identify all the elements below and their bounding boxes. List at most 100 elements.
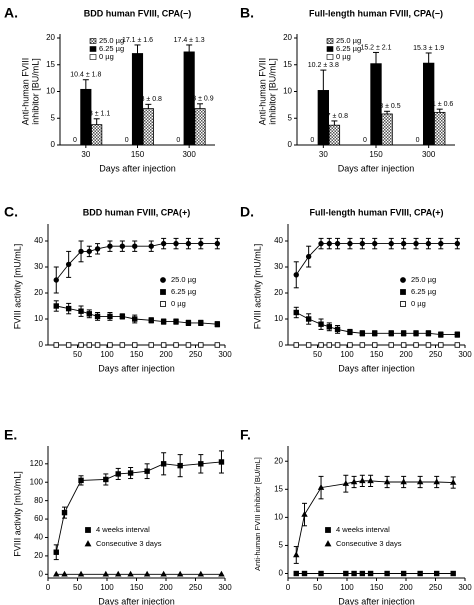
data-point [425, 330, 432, 336]
bar [183, 51, 195, 146]
x-tick-label: 300 [218, 583, 232, 592]
data-point [65, 261, 72, 268]
y-tick-label: 20 [46, 33, 55, 42]
data-point [350, 478, 358, 485]
x-axis-label: Days after injection [338, 596, 415, 605]
data-point [305, 253, 312, 260]
x-tick-label: 0 [46, 583, 51, 592]
data-point [438, 331, 444, 338]
value-label: 0 [416, 137, 420, 144]
x-tick-label: 100 [100, 350, 114, 359]
data-point [359, 570, 366, 577]
data-point [318, 570, 324, 577]
series-line [295, 480, 454, 556]
data-point [359, 240, 366, 247]
data-point [372, 330, 378, 336]
data-point [425, 240, 432, 247]
data-point [119, 243, 126, 249]
legend-marker [160, 301, 166, 307]
value-label: 0 [310, 137, 314, 144]
y-axis-label: Anti-human FVIII inhibitor [BU/mL] [253, 457, 262, 571]
value-label: 10.2 ± 3.8 [308, 62, 339, 69]
x-tick-label: 150 [131, 150, 145, 159]
data-point [359, 477, 366, 484]
value-label: 0 [73, 137, 77, 144]
data-point [177, 462, 183, 469]
data-point [318, 342, 324, 348]
data-point [326, 240, 332, 247]
legend-swatch [326, 54, 334, 60]
data-point [198, 461, 204, 467]
data-point [61, 570, 68, 577]
data-point [132, 316, 138, 322]
data-point [367, 477, 374, 484]
data-point [293, 272, 299, 278]
legend-label: Consecutive 3 days [96, 539, 162, 548]
bar [434, 111, 446, 146]
data-point [372, 240, 378, 247]
data-point [173, 240, 179, 247]
data-point [417, 570, 423, 577]
data-point [107, 243, 113, 249]
data-point [359, 330, 366, 336]
x-tick-label: 150 [130, 350, 144, 359]
data-point [102, 570, 110, 577]
x-axis-label: Days after injection [98, 363, 175, 373]
data-point [53, 277, 59, 283]
x-tick-label: 50 [313, 350, 322, 359]
legend-marker [400, 277, 406, 283]
legend-swatch [326, 46, 334, 52]
panel-title: Full-length human FVIII, CPA(+) [309, 207, 443, 217]
data-point [78, 248, 84, 255]
legend-label: 4 weeks interval [96, 525, 150, 534]
data-point [347, 342, 353, 348]
y-tick-label: 40 [34, 533, 43, 542]
legend-label: 0 µg [99, 52, 114, 61]
data-point [127, 570, 134, 577]
series-line [295, 243, 458, 276]
y-tick-label: 15 [274, 484, 283, 493]
data-point [383, 478, 391, 485]
legend-swatch [326, 38, 334, 44]
x-axis-label: Days after injection [338, 363, 415, 373]
legend-marker [160, 289, 166, 295]
x-tick-label: 200 [399, 583, 413, 592]
bar [317, 90, 330, 146]
data-point [326, 324, 332, 330]
data-point [119, 342, 126, 348]
data-point [318, 321, 324, 327]
data-point [198, 320, 204, 326]
data-point [115, 570, 122, 577]
y-tick-label: 0 [51, 140, 56, 149]
data-point [86, 342, 92, 348]
bar [381, 113, 393, 146]
data-point [425, 342, 432, 348]
data-point [115, 471, 121, 477]
data-point [94, 313, 101, 320]
legend-label: 25.0 µg [336, 36, 361, 45]
data-point [160, 240, 167, 247]
panel-label: B. [240, 5, 254, 21]
data-point [293, 551, 300, 558]
value-label: 15.2 ± 2.1 [360, 44, 391, 51]
bar [328, 124, 341, 146]
data-point [400, 570, 407, 577]
data-point [413, 330, 419, 336]
data-point [173, 318, 179, 325]
y-tick-label: 20 [274, 456, 283, 465]
x-tick-label: 50 [73, 583, 82, 592]
y-tick-label: 20 [34, 288, 43, 297]
panel-label: E. [4, 427, 17, 443]
data-point [132, 342, 138, 348]
data-point [388, 240, 394, 247]
x-tick-label: 150 [370, 583, 384, 592]
data-point [334, 240, 341, 247]
legend-label: 6.25 µg [171, 287, 196, 296]
data-point [173, 342, 179, 348]
x-axis-label: Days after injection [98, 596, 175, 605]
data-point [160, 318, 167, 325]
value-label: 10.4 ± 1.8 [70, 72, 101, 79]
data-point [317, 484, 325, 490]
x-tick-label: 150 [369, 150, 383, 159]
